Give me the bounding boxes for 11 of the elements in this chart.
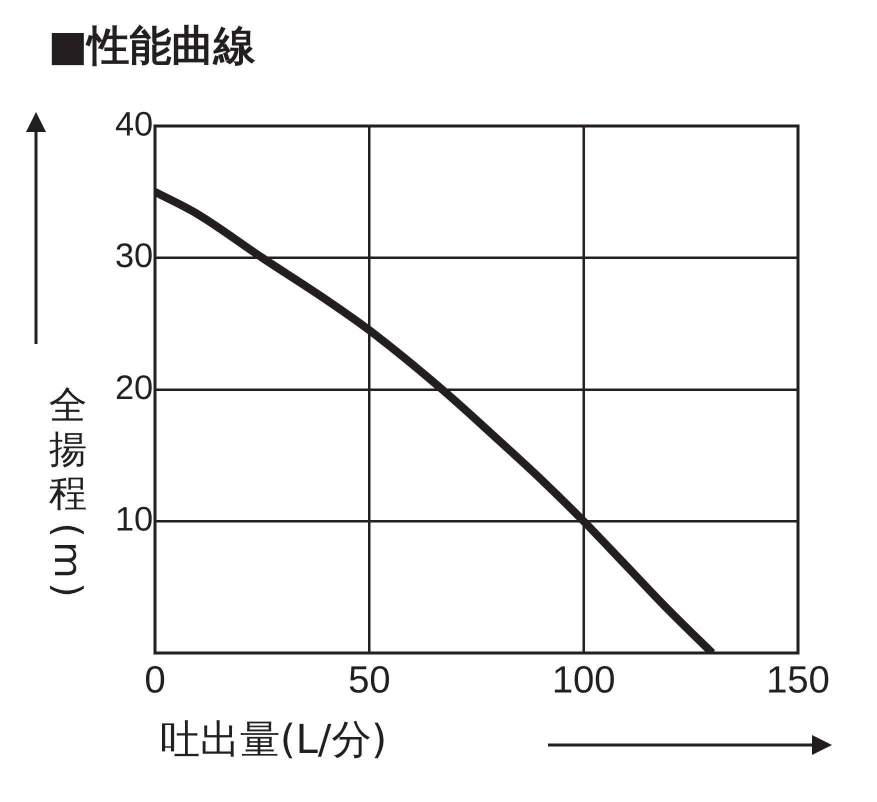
y-tick-label: 30 bbox=[115, 237, 153, 276]
x-tick-label: 0 bbox=[144, 659, 166, 702]
x-tick-label: 100 bbox=[552, 659, 616, 702]
y-tick-label: 10 bbox=[115, 500, 153, 539]
chart-title: ■性能曲線 bbox=[48, 20, 256, 72]
x-axis-title: 吐出量(L/分) bbox=[160, 716, 387, 765]
y-axis-title: 全揚程(m) bbox=[45, 383, 91, 600]
x-tick-label: 150 bbox=[766, 659, 830, 702]
y-tick-label: 40 bbox=[115, 105, 153, 144]
y-tick-label: 20 bbox=[115, 368, 153, 407]
x-tick-label: 50 bbox=[348, 659, 390, 702]
